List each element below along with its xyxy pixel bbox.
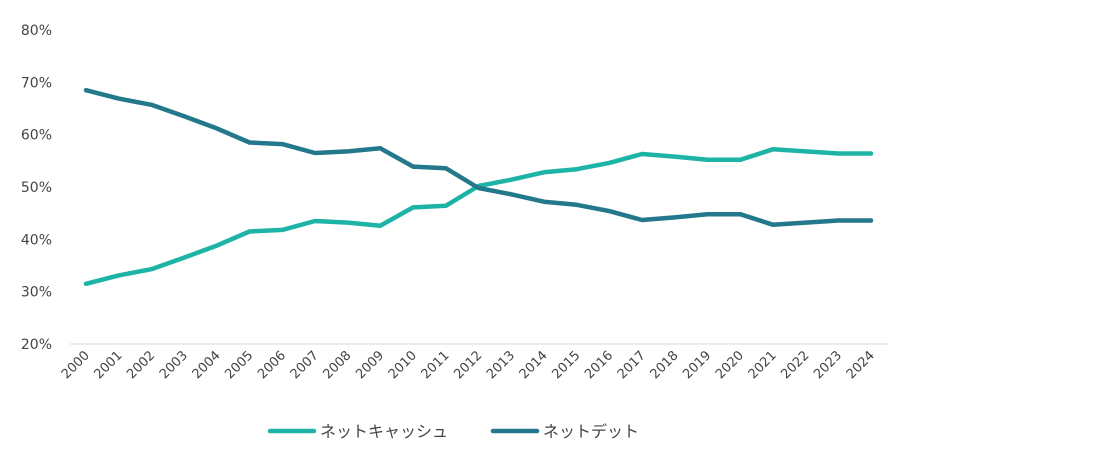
legend: ネットキャッシュ ネットデット [267, 422, 639, 441]
x-tick-label: 2021 [746, 348, 780, 382]
y-tick-label: 20% [21, 337, 52, 353]
x-tick-label: 2009 [353, 348, 387, 382]
x-tick-label: 2010 [386, 348, 420, 382]
x-tick-label: 2016 [582, 348, 616, 382]
x-tick-label: 2006 [255, 348, 289, 382]
x-tick-label: 2020 [713, 348, 747, 382]
x-tick-label: 2003 [157, 348, 191, 382]
x-tick-label: 2000 [59, 348, 93, 382]
x-tick-label: 2002 [124, 348, 158, 382]
y-axis-ticks: 20% 30% 40% 50% 60% 70% 80% [21, 23, 52, 353]
x-tick-label: 2013 [484, 348, 518, 382]
series-lines [83, 87, 874, 287]
x-tick-label: 2012 [451, 348, 485, 382]
x-tick-label: 2024 [844, 348, 878, 382]
x-tick-label: 2008 [320, 348, 354, 382]
x-tick-label: 2015 [549, 348, 583, 382]
series-line-2 [83, 87, 874, 227]
y-tick-label: 50% [21, 180, 52, 196]
x-tick-label: 2001 [92, 348, 126, 382]
x-tick-label: 2014 [517, 348, 551, 382]
y-tick-label: 40% [21, 232, 52, 248]
legend-label-1: ネットキャッシュ [320, 422, 448, 441]
x-tick-label: 2023 [811, 348, 845, 382]
y-tick-label: 30% [21, 285, 52, 301]
y-tick-label: 70% [21, 75, 52, 91]
x-tick-label: 2022 [778, 348, 812, 382]
y-tick-label: 60% [21, 128, 52, 144]
x-tick-label: 2018 [648, 348, 682, 382]
x-tick-label: 2004 [190, 348, 224, 382]
y-tick-label: 80% [21, 23, 52, 39]
x-tick-label: 2011 [419, 348, 453, 382]
x-tick-label: 2019 [680, 348, 714, 382]
legend-label-2: ネットデット [543, 422, 639, 441]
x-tick-label: 2007 [288, 348, 322, 382]
x-tick-label: 2005 [222, 348, 256, 382]
x-tick-label: 2017 [615, 348, 649, 382]
x-axis-ticks: 2000200120022003200420052006200720082009… [59, 348, 878, 382]
